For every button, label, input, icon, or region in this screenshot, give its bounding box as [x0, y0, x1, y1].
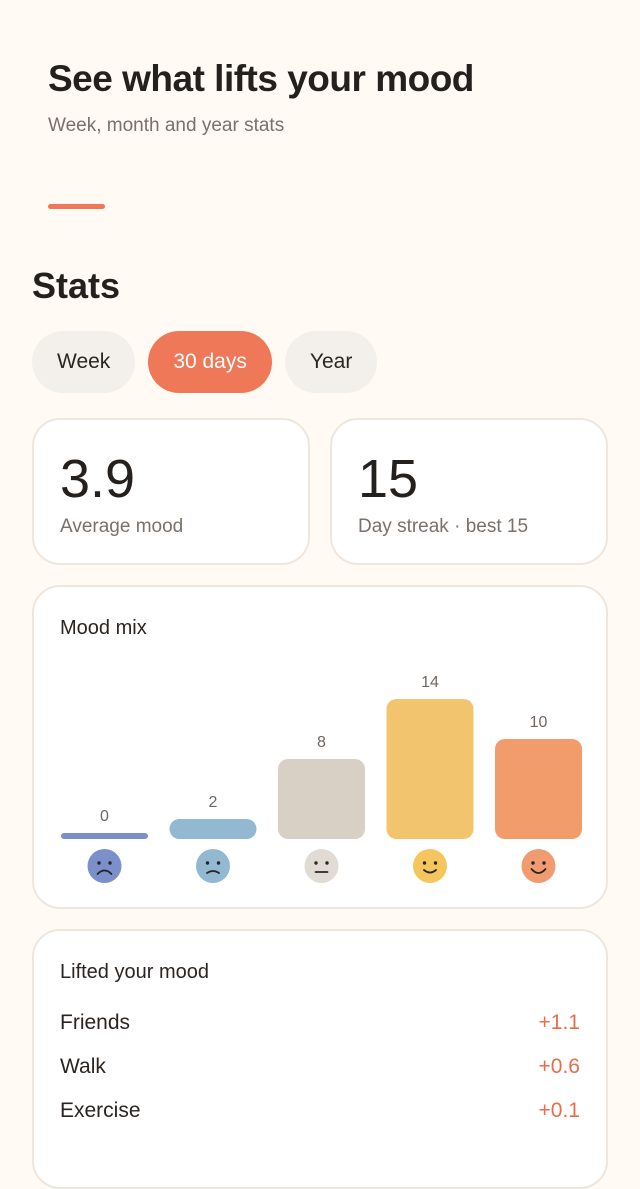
- bar-value-label: 14: [421, 674, 439, 691]
- period-year-button[interactable]: Year: [284, 331, 378, 393]
- bar-great: [495, 739, 582, 839]
- lift-name: Walk: [60, 1055, 106, 1078]
- mood-mix-card: Mood mix 0 2 8 14 10: [32, 585, 608, 909]
- page-subtitle: Week, month and year stats: [48, 115, 285, 136]
- average-mood-label: Average mood: [60, 516, 184, 537]
- page-title: See what lifts your mood: [48, 58, 474, 99]
- period-selector: Week 30 days Year: [32, 331, 378, 393]
- lift-row-friends[interactable]: Friends +1.1: [60, 1008, 580, 1038]
- bar-bad: [169, 819, 257, 839]
- streak-label: Day streak · best 15: [358, 516, 529, 537]
- mood-mix-chart: 0 2 8 14 10: [61, 674, 582, 883]
- bar-awful: [61, 833, 148, 839]
- lift-delta: +0.6: [538, 1055, 580, 1078]
- lift-delta: +1.1: [538, 1011, 580, 1034]
- neutral-face-icon: [304, 849, 339, 883]
- period-30-days-button[interactable]: 30 days: [148, 331, 272, 393]
- bar-value-label: 2: [209, 794, 218, 811]
- lift-row-exercise[interactable]: Exercise +0.1: [60, 1096, 580, 1126]
- bar-value-label: 0: [100, 808, 109, 825]
- accent-divider: [48, 204, 105, 209]
- happy-face-icon: [413, 849, 447, 883]
- bar-good: [386, 699, 474, 839]
- average-mood-card: 3.9 Average mood: [32, 418, 310, 565]
- lift-name: Exercise: [60, 1099, 141, 1122]
- mood-mix-title: Mood mix: [60, 617, 147, 639]
- lift-row-walk[interactable]: Walk +0.6: [60, 1052, 580, 1082]
- bar-okay: [278, 759, 365, 839]
- lift-delta: +0.1: [538, 1099, 580, 1122]
- bar-value-label: 8: [317, 734, 326, 751]
- very-happy-face-icon: [521, 849, 556, 883]
- sad-face-icon: [196, 849, 230, 883]
- bar-value-label: 10: [530, 714, 548, 731]
- streak-value: 15: [358, 449, 419, 509]
- average-mood-value: 3.9: [60, 449, 136, 509]
- stats-title: Stats: [32, 265, 121, 306]
- streak-card: 15 Day streak · best 15: [330, 418, 608, 565]
- lifted-mood-title: Lifted your mood: [60, 961, 209, 983]
- very-sad-face-icon: [87, 849, 122, 883]
- period-week-button[interactable]: Week: [32, 331, 136, 393]
- lifted-mood-card: Lifted your mood Friends +1.1 Walk +0.6 …: [32, 929, 608, 1189]
- lift-name: Friends: [60, 1011, 131, 1034]
